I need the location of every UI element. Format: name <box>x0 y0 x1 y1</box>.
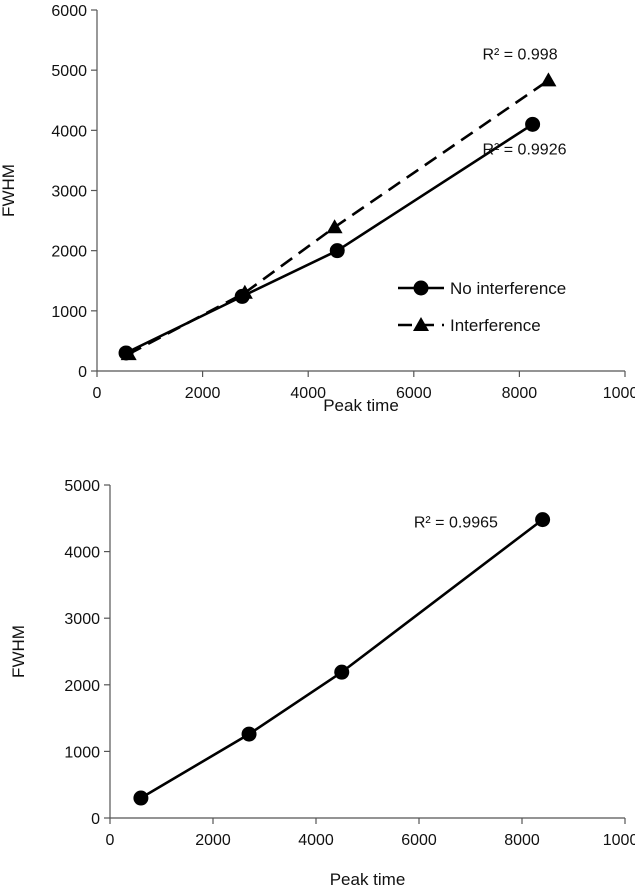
y-tick-label: 3000 <box>64 611 100 628</box>
x-axis-label: Peak time <box>330 870 406 889</box>
data-point-triangle <box>326 219 343 234</box>
chart-2: 0 1000 2000 3000 4000 5000 0 2000 4000 6000 8000 10… <box>9 478 635 889</box>
series-interference <box>120 72 557 361</box>
y-tick-label: 0 <box>91 811 100 828</box>
y-tick-label: 2000 <box>51 244 87 261</box>
x-tick-label: 0 <box>106 832 115 849</box>
y-tick-label: 5000 <box>51 63 87 80</box>
x-axis-label: Peak time <box>323 396 399 415</box>
x-tick-label: 8000 <box>504 832 540 849</box>
data-point-triangle <box>236 284 253 299</box>
y-tick-label: 0 <box>78 364 87 381</box>
x-tick-label: 6000 <box>401 832 437 849</box>
x-tick-label: 10000 <box>603 385 635 402</box>
y-axis-label: FWHM <box>9 625 28 678</box>
x-tick-label: 4000 <box>298 832 334 849</box>
y-axis-label: FWHM <box>0 164 18 217</box>
x-tick-label: 2000 <box>185 385 221 402</box>
legend: No interference Interference <box>398 279 566 335</box>
y-tick-label: 5000 <box>64 478 100 495</box>
legend-marker <box>413 280 429 296</box>
x-tick-label: 4000 <box>290 385 326 402</box>
y-tick-label: 2000 <box>64 678 100 695</box>
x-tick-label: 10000 <box>603 832 635 849</box>
data-point <box>334 664 350 680</box>
x-tick-label: 2000 <box>195 832 231 849</box>
data-point-triangle <box>540 72 557 87</box>
y-tick-label: 1000 <box>64 744 100 761</box>
y-tick-label: 4000 <box>64 545 100 562</box>
r-squared-annotation: R² = 0.998 <box>482 46 557 63</box>
chart-1: 0 1000 2000 3000 4000 5000 6000 0 2000 4000 6000 80… <box>0 3 635 415</box>
data-point <box>241 726 257 742</box>
x-tick-label: 0 <box>93 385 102 402</box>
r-squared-annotation: R² = 0.9926 <box>482 141 566 158</box>
x-tick-label: 6000 <box>396 385 432 402</box>
data-point <box>133 790 149 806</box>
x-tick-label: 8000 <box>502 385 538 402</box>
series-1 <box>133 512 551 806</box>
y-tick-label: 4000 <box>51 123 87 140</box>
series-line <box>128 79 550 356</box>
series-line <box>125 123 534 355</box>
legend-label: Interference <box>450 316 541 335</box>
data-point <box>525 116 541 132</box>
r-squared-annotation: R² = 0.9965 <box>414 515 498 532</box>
data-point <box>329 243 345 259</box>
y-tick-label: 1000 <box>51 304 87 321</box>
data-point <box>535 512 551 528</box>
series-line <box>140 518 544 800</box>
legend-label: No interference <box>450 279 566 298</box>
y-tick-label: 3000 <box>51 184 87 201</box>
data-point-triangle <box>120 346 137 361</box>
y-tick-label: 6000 <box>51 3 87 20</box>
legend-marker <box>413 317 429 331</box>
